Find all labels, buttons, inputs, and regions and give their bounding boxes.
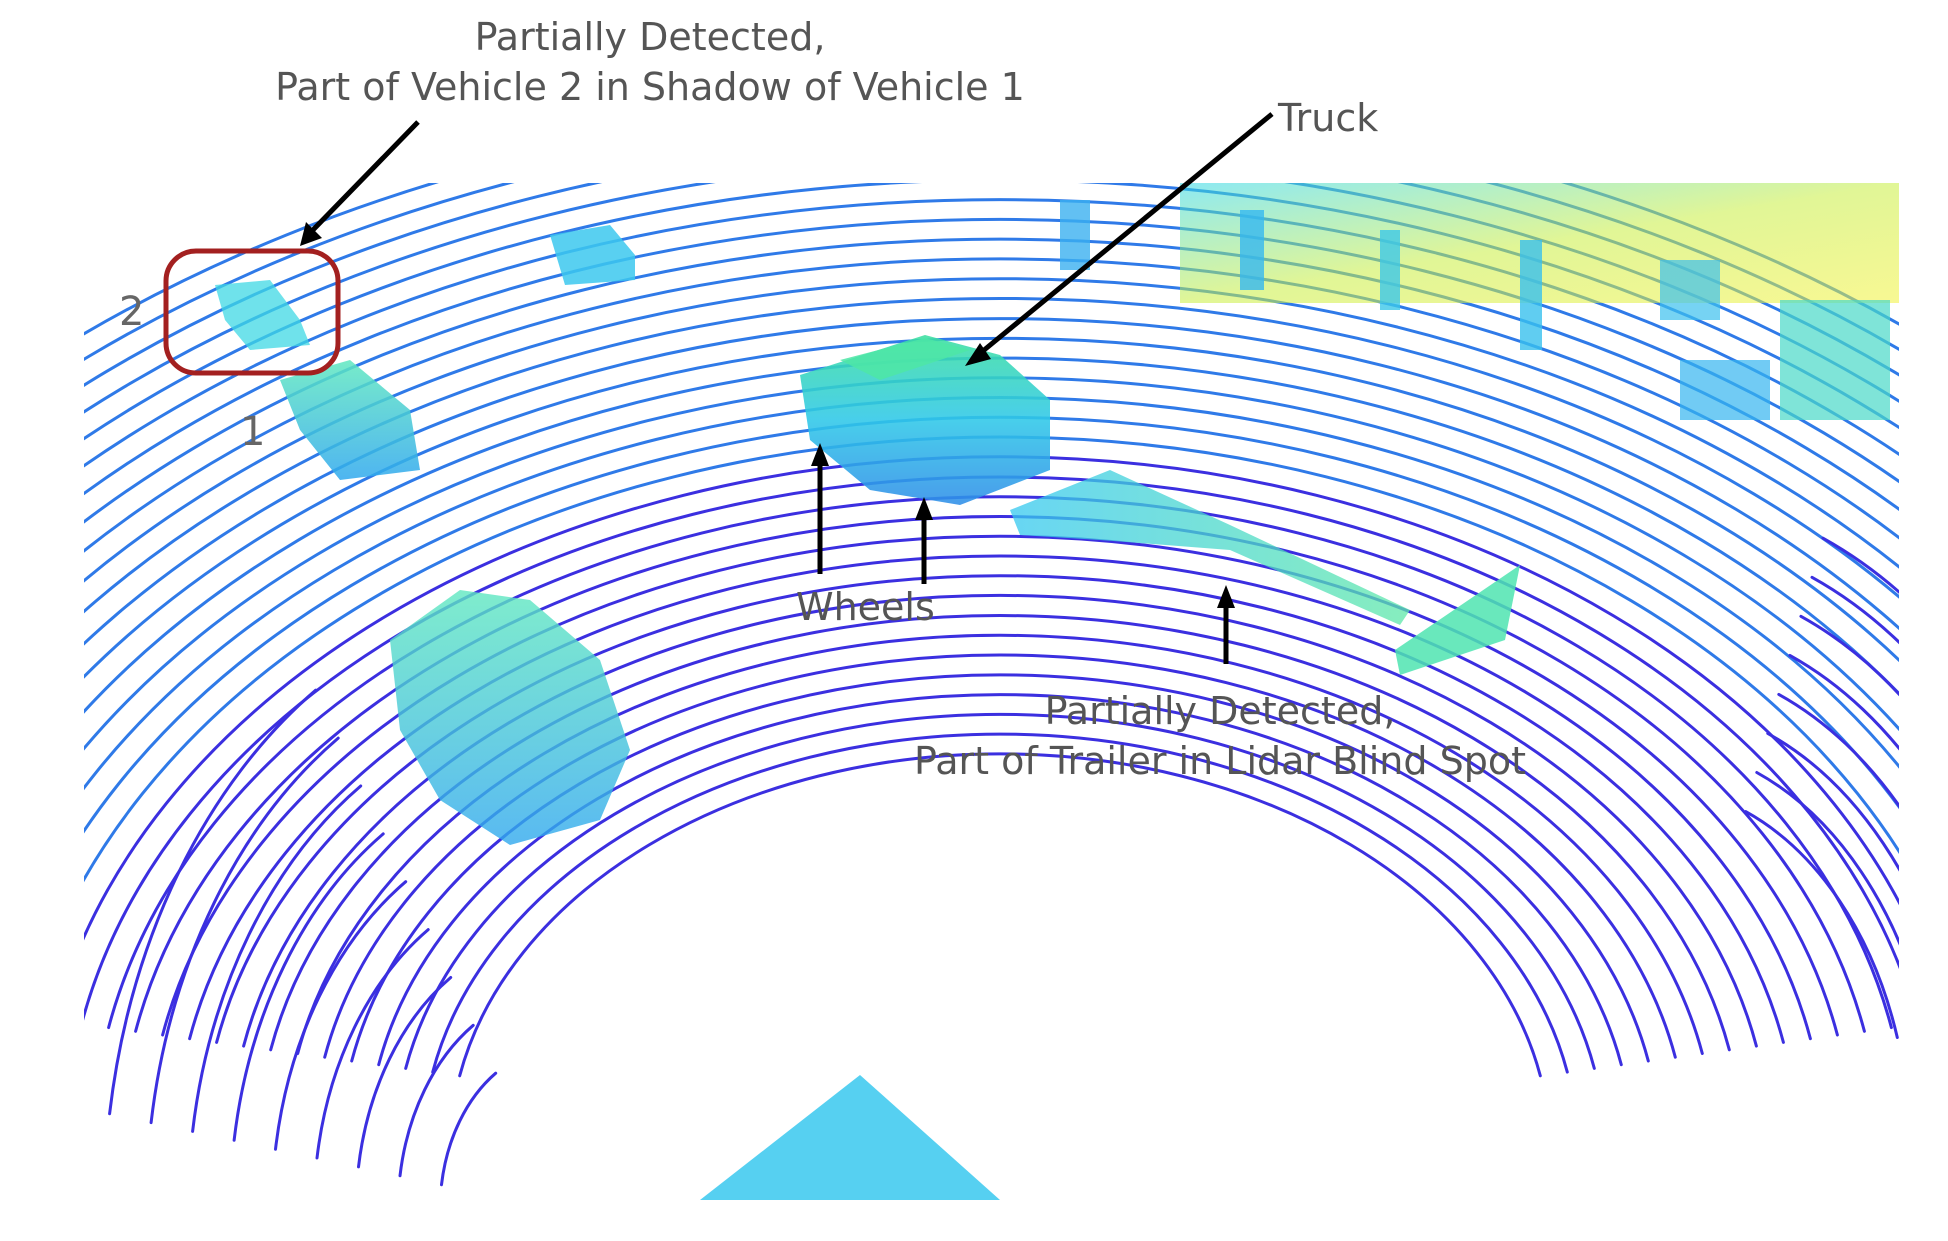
vehicle-2-highlight-box xyxy=(163,248,341,376)
scan-ring xyxy=(107,495,1893,1030)
scan-ring xyxy=(134,515,1866,1033)
scan-ring xyxy=(84,317,1899,646)
wheel-arrow-right xyxy=(915,497,933,584)
vehicle-2-arrow xyxy=(300,120,420,246)
scan-ring-bottom-right xyxy=(1810,575,1899,645)
vehicle-1-number: 1 xyxy=(240,409,266,455)
near-left-vehicle-point-cloud xyxy=(390,590,630,845)
scan-ring-bottom-left xyxy=(191,784,363,1133)
vehicle-2-callout-label: Partially Detected, Part of Vehicle 2 in… xyxy=(270,12,1030,112)
scan-ring-bottom-left xyxy=(398,1023,475,1178)
scan-ring xyxy=(84,237,1899,524)
scan-ring xyxy=(84,257,1899,553)
vehicle-2-callout-line-2: Part of Vehicle 2 in Shadow of Vehicle 1 xyxy=(275,65,1025,109)
scan-ring xyxy=(431,732,1569,1074)
trailer-arrow xyxy=(1217,585,1235,664)
truck-point-cloud xyxy=(800,335,1050,505)
scan-ring xyxy=(84,277,1899,583)
scan-ring xyxy=(323,653,1677,1059)
vehicle-2-point-cloud xyxy=(215,280,310,350)
truck-arrow xyxy=(965,112,1274,366)
scan-ring-bottom-left xyxy=(108,688,318,1116)
upper-right-structures xyxy=(1060,183,1899,420)
scan-ring xyxy=(242,593,1758,1048)
vehicle-1-point-cloud xyxy=(280,360,420,480)
scan-ring-bottom-right xyxy=(1777,692,1899,809)
scan-ring xyxy=(161,534,1839,1037)
scan-ring xyxy=(350,673,1650,1063)
scan-ring-bottom-right xyxy=(1744,810,1899,1039)
scan-ring xyxy=(458,752,1542,1078)
scan-ring-bottom-left xyxy=(315,928,430,1160)
scan-ring xyxy=(404,712,1596,1070)
vehicle-2-callout-line-1: Partially Detected, xyxy=(474,15,826,59)
scan-ring-bottom-left xyxy=(232,832,385,1142)
scan-ring xyxy=(269,614,1731,1052)
scan-ring xyxy=(84,217,1899,496)
trailer-point-cloud xyxy=(1010,470,1520,675)
scan-ring-bottom-right xyxy=(1821,536,1899,594)
scan-ring-bottom-left xyxy=(357,976,453,1169)
wheels-label: Wheels xyxy=(796,585,935,629)
scan-ring xyxy=(84,297,1899,614)
scan-ring-bottom-left xyxy=(440,1071,498,1187)
scan-ring-bottom-right xyxy=(1788,653,1899,751)
wheel-arrow-left xyxy=(811,443,829,574)
scan-ring-bottom-left xyxy=(274,880,408,1151)
bottom-center-object xyxy=(700,1075,1000,1200)
parked-car-top-left xyxy=(550,225,635,285)
trailer-callout-line-1: Partially Detected, xyxy=(1044,689,1396,733)
scan-ring-bottom-left xyxy=(149,736,340,1125)
scan-ring-bottom-right xyxy=(1799,614,1899,697)
truck-label: Truck xyxy=(1278,96,1379,140)
scan-ring xyxy=(377,693,1623,1067)
trailer-callout-label: Partially Detected, Part of Trailer in L… xyxy=(890,686,1550,786)
scan-ring-bottom-right xyxy=(1755,771,1899,946)
vehicle-2-number: 2 xyxy=(119,289,145,335)
scan-ring xyxy=(188,554,1812,1041)
trailer-callout-line-2: Part of Trailer in Lidar Blind Spot xyxy=(914,739,1526,783)
scan-ring xyxy=(215,574,1785,1044)
scan-ring xyxy=(84,198,1899,468)
scan-ring xyxy=(296,633,1704,1055)
scan-ring-bottom-right xyxy=(1766,732,1899,872)
